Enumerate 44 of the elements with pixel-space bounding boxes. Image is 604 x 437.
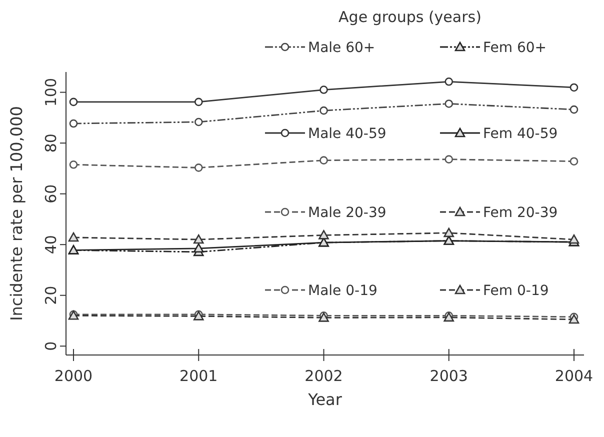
y-tick-label: 80	[42, 134, 60, 153]
point	[69, 119, 78, 128]
point	[320, 156, 328, 164]
x-tick-label: 2003	[430, 367, 468, 385]
point	[570, 157, 578, 166]
point	[68, 232, 79, 242]
legend-label: Male 40-59	[308, 126, 386, 142]
x-tick-label: 2000	[54, 367, 93, 385]
point	[320, 106, 328, 115]
point	[318, 230, 329, 240]
y-tick-label: 0	[42, 341, 60, 351]
point	[444, 100, 454, 108]
point	[568, 234, 580, 244]
point	[444, 155, 454, 164]
legend-title: Age groups (years)	[338, 8, 482, 26]
point	[69, 98, 78, 106]
legend-label: Fem 0-19	[483, 283, 549, 299]
point	[444, 228, 454, 238]
point	[194, 118, 203, 126]
legend-label: Male 0-19	[308, 283, 378, 299]
legend-label: Male 20-39	[308, 205, 386, 221]
point	[194, 98, 203, 106]
point	[570, 105, 578, 114]
point	[320, 86, 328, 94]
point	[444, 77, 454, 86]
point	[193, 243, 204, 253]
x-tick-label: 2001	[180, 367, 218, 385]
legend-label: Male 60+	[308, 40, 376, 56]
point	[570, 83, 578, 92]
y-tick-label: 20	[42, 286, 60, 305]
legend-label: Fem 60+	[483, 40, 547, 56]
x-tick-label: 2004	[554, 367, 594, 385]
x-tick-label: 2002	[304, 367, 343, 385]
legend-label: Fem 40-59	[483, 126, 558, 142]
point	[69, 160, 78, 169]
point	[193, 234, 204, 244]
point	[568, 314, 580, 324]
y-tick-label: 60	[42, 184, 60, 204]
y-tick-label: 100	[42, 78, 60, 107]
point	[194, 164, 203, 172]
legend-label: Fem 20-39	[483, 205, 558, 221]
y-axis-title: Incidente rate per 100,000	[7, 106, 26, 321]
x-axis-title: Year	[307, 390, 342, 409]
y-tick-label: 40	[42, 235, 60, 254]
